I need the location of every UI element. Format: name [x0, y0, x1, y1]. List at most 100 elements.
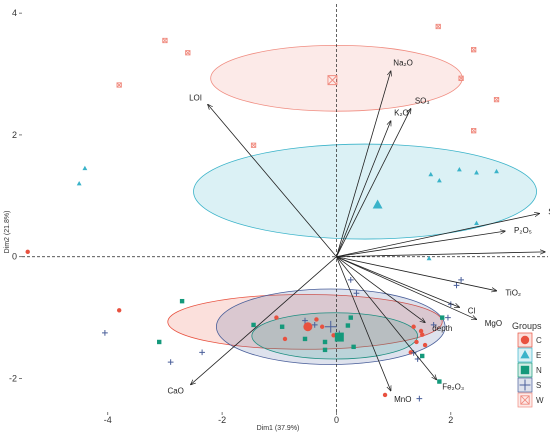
point-W [471, 47, 477, 53]
variable-label: SiO₂ [548, 208, 550, 217]
point-S [458, 276, 464, 283]
reference-lines [22, 4, 548, 412]
x-tick-label: -2 [218, 415, 226, 425]
legend-label-W: W [536, 396, 544, 405]
point-S [430, 322, 437, 328]
y-tick-label: 2 [12, 130, 17, 140]
point-C [420, 332, 425, 337]
point-S [453, 282, 460, 289]
variable-label: P₂O₅ [514, 226, 532, 235]
data-points [25, 23, 500, 402]
point-E [456, 166, 462, 172]
point-C [274, 315, 279, 320]
point-W [471, 128, 477, 134]
point-S [353, 290, 360, 297]
point-W [185, 50, 191, 56]
legend-marker-C [520, 335, 530, 345]
x-axis-label: Dim1 (37.9%) [257, 425, 300, 432]
legend-title: Groups [512, 321, 542, 331]
point-C [414, 339, 419, 345]
y-axis-label: Dim2 (21.8%) [4, 211, 11, 254]
point-W [162, 37, 168, 44]
y-tick-label: -2 [9, 374, 17, 384]
point-S [199, 349, 205, 356]
y-tick-label: 0 [12, 252, 17, 262]
point-C [116, 308, 122, 313]
point-C [382, 392, 388, 398]
arrow-line [336, 256, 476, 320]
point-S [416, 395, 423, 402]
point-C [319, 324, 325, 329]
point-C [25, 249, 30, 255]
point-C [411, 324, 416, 329]
centroid-E [372, 199, 383, 209]
variable-arrows: Na₂OSO₃K₂OLOISiO₂P₂O₅Al₂O₃TiO₂ClMgOdepth… [167, 58, 550, 404]
arrow-line [336, 256, 390, 391]
legend-label-N: N [536, 366, 542, 375]
point-C [418, 328, 424, 334]
point-N [302, 336, 308, 342]
point-N [440, 315, 445, 320]
centroid-W [327, 75, 338, 86]
point-N [420, 353, 425, 359]
arrow-line [208, 104, 337, 257]
arrow-line [336, 71, 390, 257]
point-W [435, 23, 441, 30]
legend-marker-E [520, 349, 530, 359]
variable-label: MnO [394, 395, 411, 404]
legend-marker-S [519, 379, 531, 391]
point-E [436, 177, 442, 183]
point-S [302, 317, 308, 324]
point-W [493, 96, 500, 103]
arrow-line [336, 256, 425, 323]
arrow-line [336, 256, 496, 291]
centroid-N [334, 332, 344, 342]
point-C [282, 336, 288, 342]
point-S [311, 322, 318, 328]
x-tick-label: -4 [104, 415, 112, 425]
variable-label: TiO₂ [505, 289, 521, 298]
point-E [82, 165, 88, 171]
variable-label: MgO [485, 319, 502, 328]
point-N [322, 339, 328, 345]
point-E [426, 255, 432, 261]
point-C [422, 342, 428, 348]
point-E [474, 170, 479, 175]
point-N [351, 344, 356, 350]
variable-label: LOI [189, 94, 202, 103]
y-tick-label: 4 [12, 8, 17, 18]
point-E [494, 168, 499, 174]
arrow-line [336, 121, 390, 257]
variable-label: Cl [468, 307, 476, 316]
arrow-line [191, 256, 337, 385]
point-E [474, 220, 479, 225]
point-S [167, 359, 174, 365]
point-W [116, 82, 122, 88]
legend-marker-N [520, 365, 530, 375]
point-S [445, 314, 451, 321]
variable-label: Fe₂O₃ [442, 383, 464, 392]
variable-label: K₂O [394, 109, 409, 118]
point-C [314, 317, 319, 322]
variable-label: SO₃ [415, 97, 430, 106]
ellipse-E [193, 143, 537, 240]
point-N [279, 324, 285, 329]
arrow-line [336, 256, 459, 308]
legend-label-E: E [536, 351, 541, 360]
legend-label-C: C [536, 336, 542, 345]
point-N [251, 322, 256, 328]
x-tick-label: 2 [448, 415, 453, 425]
point-S [347, 276, 354, 283]
x-tick-label: 0 [334, 415, 339, 425]
point-S [102, 329, 108, 336]
point-E [428, 171, 434, 177]
centroid-S [324, 320, 337, 333]
point-N [345, 323, 351, 328]
arrow-line [336, 213, 539, 258]
point-N [179, 298, 185, 304]
group-ellipses [167, 45, 537, 365]
point-C [408, 350, 413, 355]
